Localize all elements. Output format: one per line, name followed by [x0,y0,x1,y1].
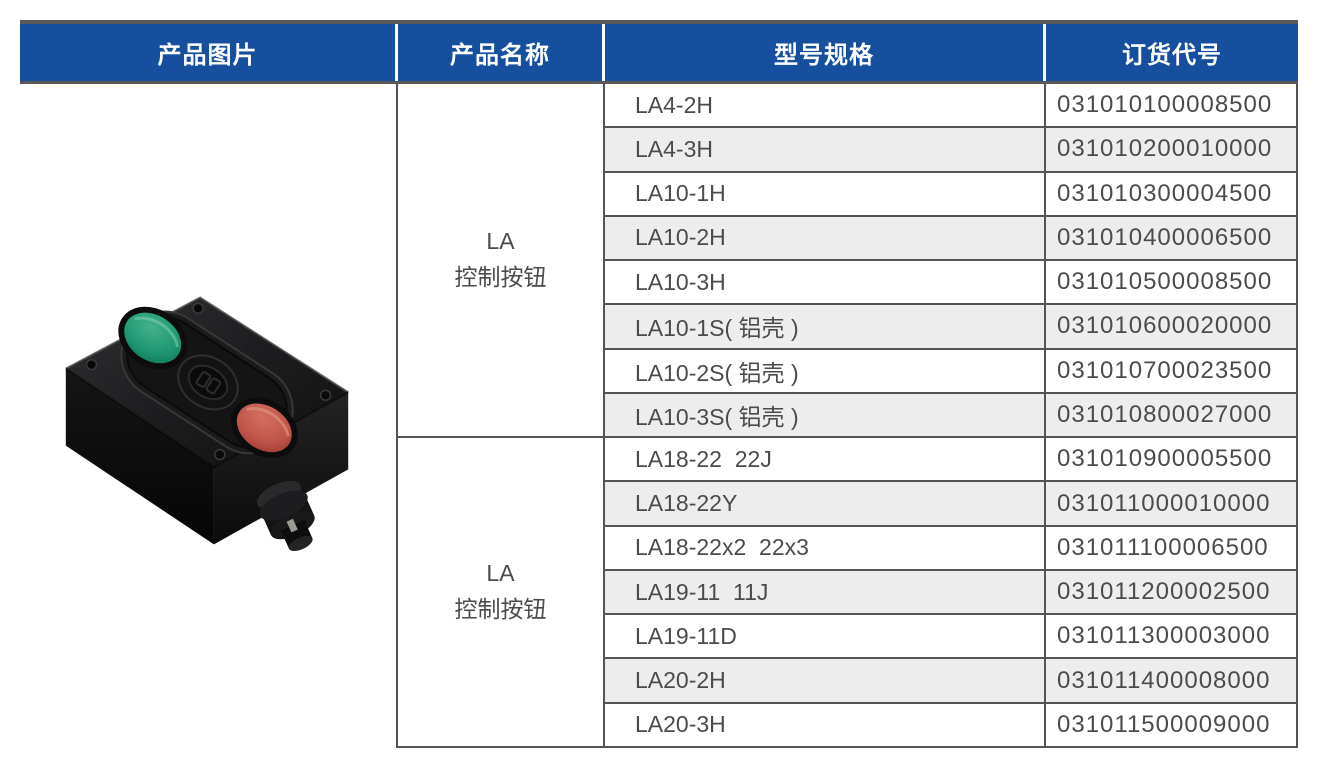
header-order-code: 订货代号 [1046,24,1298,81]
order-code-cell: 031011200002500 [1046,570,1298,616]
product-image-cell [20,84,398,748]
model-cell: LA4-3H [605,128,1046,173]
model-cell: LA10-3S( 铝壳 ) [605,393,1046,439]
emblem-icon [177,354,239,411]
order-code-cell: 031010500008500 [1046,261,1298,306]
model-cell: LA10-2S( 铝壳 ) [605,349,1046,394]
header-model-spec: 型号规格 [605,24,1046,81]
model-cell: LA10-1S( 铝壳 ) [605,305,1046,350]
order-code-cell: 031010100008500 [1046,84,1298,129]
order-code-cell: 031011000010000 [1046,482,1298,527]
table-body: LA 控制按钮 LA4-2H 031010100008500 LA4-3H 0310102… [20,84,1298,748]
header-product-image: 产品图片 [20,24,398,81]
product-name-cell: LA 控制按钮 [398,84,605,439]
model-cell: LA10-1H [605,172,1046,217]
order-code-cell: 031011100006500 [1046,526,1298,571]
model-cell: LA10-2H [605,216,1046,262]
model-cell: LA10-3H [605,261,1046,306]
model-cell: LA20-2H [605,659,1046,704]
order-code-cell: 031010700023500 [1046,349,1298,394]
model-cell: LA19-11 11J [605,570,1046,616]
header-product-name: 产品名称 [398,24,605,81]
red-button-icon [230,397,298,459]
screws [85,302,332,461]
table-header: 产品图片 产品名称 型号规格 订货代号 [20,20,1298,84]
model-cell: LA18-22x2 22x3 [605,526,1046,571]
order-code-cell: 031011300003000 [1046,615,1298,660]
product-table: 产品图片 产品名称 型号规格 订货代号 [20,20,1298,748]
model-cell: LA18-22Y [605,482,1046,527]
model-cell: LA4-2H [605,84,1046,129]
order-code-cell: 031010300004500 [1046,172,1298,217]
order-code-cell: 031011400008000 [1046,659,1298,704]
order-code-cell: 031011500009000 [1046,703,1298,748]
order-code-cell: 031010600020000 [1046,305,1298,350]
order-code-cell: 031010400006500 [1046,216,1298,262]
model-cell: LA20-3H [605,703,1046,748]
order-code-cell: 031010200010000 [1046,128,1298,173]
green-button-icon [118,306,188,370]
model-cell: LA19-11D [605,615,1046,660]
product-name-cell: LA 控制按钮 [398,438,605,748]
cable-gland-icon [256,480,315,551]
order-code-cell: 031010800027000 [1046,393,1298,439]
order-code-cell: 031010900005500 [1046,438,1298,483]
model-cell: LA18-22 22J [605,438,1046,483]
product-photo [65,296,349,551]
